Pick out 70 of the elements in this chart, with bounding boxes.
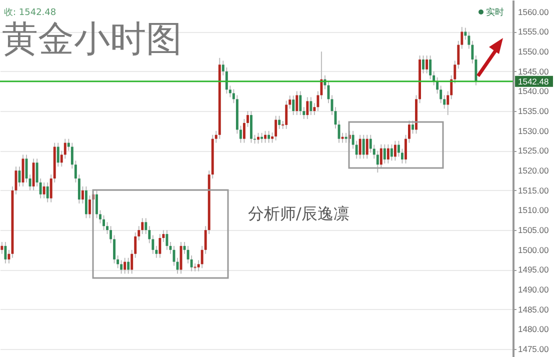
candlestick — [144, 218, 148, 235]
candlestick — [260, 132, 263, 144]
y-tick-label: 1475.00 — [518, 344, 549, 354]
candlestick — [380, 144, 382, 170]
text: 黄金小时图 — [2, 19, 182, 60]
candlestick — [422, 55, 425, 74]
candlestick — [400, 148, 404, 164]
candlestick — [310, 96, 312, 116]
candlestick — [124, 257, 126, 274]
candlestick — [102, 214, 105, 231]
candlestick — [362, 134, 365, 160]
y-tick-label: 1505.00 — [518, 225, 549, 236]
y-tick-label: 1490.00 — [518, 284, 549, 295]
candlestick — [250, 110, 252, 144]
y-tick-label: 1540.00 — [518, 86, 549, 96]
y-tick-label: 1535.00 — [518, 106, 549, 116]
candlestick — [285, 100, 288, 130]
candlestick — [64, 138, 66, 160]
annotation: 分析师/辰逸凛 — [248, 204, 350, 223]
candlestick — [383, 144, 386, 164]
candlestick — [84, 186, 88, 219]
candlestick — [278, 115, 281, 130]
candlestick — [127, 257, 130, 274]
y-tick-label: 1500.00 — [518, 244, 549, 255]
y-tick-label: 1525.00 — [518, 146, 549, 156]
candlestick — [88, 195, 91, 219]
candlestick — [56, 142, 60, 168]
candlestick — [46, 182, 49, 203]
candlestick — [296, 90, 298, 116]
candlestick — [264, 130, 267, 144]
ref-line-label: 1542.48 — [518, 76, 549, 86]
y-tick-label: 1555.00 — [518, 26, 549, 37]
annotation: 实时 — [486, 7, 504, 18]
candlestick — [390, 144, 393, 162]
candlestick — [32, 158, 35, 191]
candlestick — [299, 90, 302, 116]
y-tick-label: 1520.00 — [518, 166, 549, 176]
candlestick — [274, 115, 278, 141]
candlestick — [158, 234, 162, 258]
candlestick — [394, 140, 396, 162]
y-tick-label: 1530.00 — [518, 126, 549, 136]
annotation: 收: 1542.48 — [4, 7, 56, 18]
y-tick-label: 1495.00 — [518, 264, 549, 275]
candlestick — [42, 182, 46, 199]
candlestick — [4, 241, 7, 264]
candlestick — [341, 132, 344, 144]
candlestick — [28, 174, 32, 191]
candlestick — [426, 55, 428, 74]
candlestick — [166, 230, 168, 250]
candlestick — [376, 150, 379, 174]
y-tick-label: 1550.00 — [518, 46, 549, 57]
candlestick — [257, 132, 260, 144]
candlestick — [120, 260, 123, 274]
y-tick-label: 1545.00 — [518, 66, 549, 76]
y-tick-label: 1510.00 — [518, 205, 549, 216]
y-tick-label: 1485.00 — [518, 304, 549, 314]
y-tick-label: 1515.00 — [518, 185, 549, 196]
y-tick-label: 1480.00 — [518, 324, 549, 334]
candlestick — [268, 130, 270, 144]
candlestick — [412, 120, 414, 134]
candlestick — [0, 241, 4, 254]
candlestick — [306, 96, 309, 120]
candlestick — [344, 132, 348, 144]
candlestick — [366, 134, 368, 160]
candlestick — [386, 144, 390, 164]
candlestick — [429, 55, 432, 80]
candlestick — [292, 95, 295, 116]
y-tick-label: 1560.00 — [518, 6, 549, 17]
candlestick — [81, 186, 84, 204]
candlestick — [358, 134, 362, 160]
